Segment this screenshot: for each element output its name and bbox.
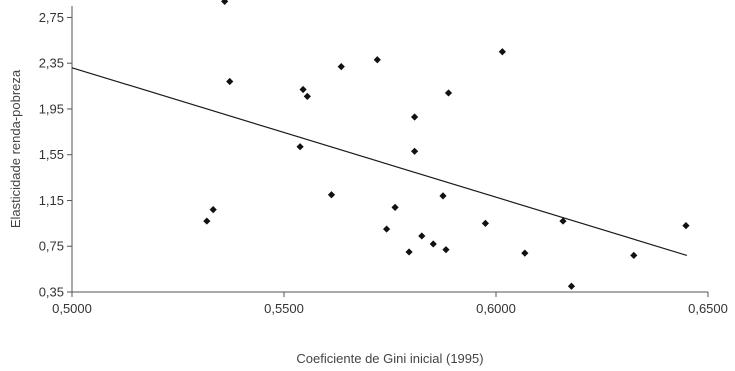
data-point (429, 240, 437, 248)
data-point (418, 232, 426, 240)
trendline (71, 67, 687, 256)
data-point (296, 143, 304, 151)
data-point (383, 225, 391, 233)
data-point (221, 0, 229, 6)
data-point (391, 203, 399, 211)
data-point (442, 246, 450, 254)
data-point (226, 77, 234, 86)
y-tick-label: 1,15 (39, 193, 64, 208)
data-point (327, 191, 336, 199)
data-point (405, 248, 413, 256)
data-point (567, 282, 576, 290)
y-tick-label: 0,35 (39, 285, 64, 300)
y-axis: 0,35 0,75 1,15 1,55 1,95 2,35 2,75 (39, 6, 73, 300)
data-point (410, 147, 419, 155)
points-group (203, 0, 690, 290)
y-tick-label: 2,75 (39, 10, 64, 25)
y-tick-label: 1,55 (39, 147, 64, 162)
data-point (682, 222, 690, 230)
x-tick-label: 0,6000 (476, 301, 516, 316)
x-axis-title: Coeficiente de Gini inicial (1995) (296, 351, 483, 366)
data-point (498, 48, 506, 56)
x-tick-label: 0,5000 (52, 301, 92, 316)
data-point (444, 89, 453, 97)
data-point (337, 63, 345, 71)
x-tick-label: 0,5500 (264, 301, 304, 316)
data-point (209, 206, 217, 214)
data-point (439, 192, 447, 200)
data-point (410, 113, 419, 121)
data-point (521, 249, 529, 257)
x-axis: 0,5000 0,5500 0,6000 0,6500 (52, 291, 728, 316)
data-point (481, 219, 489, 227)
data-point (373, 56, 381, 64)
x-tick-label: 0,6500 (688, 301, 728, 316)
data-point (630, 251, 638, 259)
y-axis-title: Elasticidade renda-pobreza (8, 69, 23, 228)
y-tick-label: 1,95 (39, 101, 64, 116)
trendline-group (71, 67, 687, 256)
data-point (303, 92, 311, 100)
data-point (299, 85, 307, 94)
y-tick-label: 0,75 (39, 239, 64, 254)
data-point (559, 217, 567, 225)
y-tick-label: 2,35 (39, 56, 64, 71)
data-point (203, 217, 211, 225)
